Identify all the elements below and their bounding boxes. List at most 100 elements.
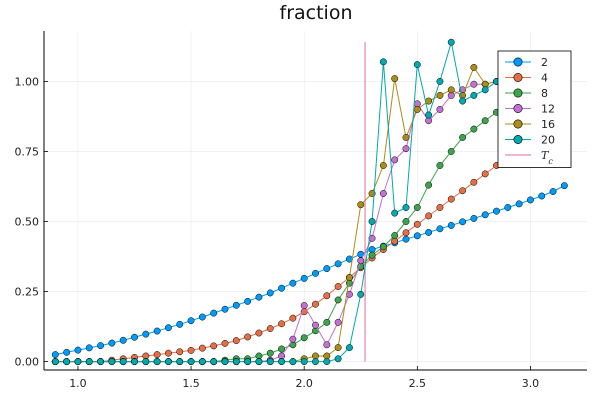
data-point — [379, 58, 387, 66]
y-tick-label: 0.25 — [15, 286, 40, 299]
data-point — [323, 358, 331, 366]
data-point — [232, 337, 240, 345]
legend-marker — [513, 73, 523, 83]
data-point — [402, 218, 410, 225]
data-point — [357, 290, 365, 298]
data-point — [142, 358, 150, 366]
data-point — [323, 341, 331, 349]
legend-label: 4 — [541, 72, 548, 85]
axes — [43, 31, 587, 371]
data-point — [164, 324, 172, 332]
data-point — [244, 297, 252, 305]
data-point — [187, 317, 195, 325]
data-point — [504, 204, 512, 211]
data-point — [425, 228, 433, 236]
data-point — [210, 342, 218, 350]
legend-marker — [513, 88, 523, 98]
data-point — [459, 134, 467, 141]
data-point — [176, 320, 184, 328]
data-point — [131, 333, 138, 341]
legend-label: 20 — [541, 134, 555, 147]
legend-label: 16 — [541, 118, 555, 131]
data-point — [538, 192, 546, 200]
data-point — [391, 75, 399, 83]
data-point — [289, 314, 297, 322]
legend-label: 12 — [541, 103, 555, 116]
data-point — [459, 218, 467, 226]
data-point — [334, 318, 342, 326]
data-point — [289, 358, 297, 366]
data-point — [413, 61, 421, 69]
data-point — [436, 105, 444, 113]
data-point — [413, 105, 421, 113]
data-point — [402, 235, 410, 243]
data-point — [300, 334, 308, 342]
data-point — [470, 63, 478, 71]
data-point — [436, 162, 444, 169]
data-point — [164, 349, 172, 357]
data-point — [142, 330, 150, 338]
data-point — [85, 358, 93, 366]
data-point — [459, 97, 467, 105]
data-point — [97, 342, 105, 350]
x-tick-label: 2.5 — [409, 377, 427, 390]
data-point — [334, 344, 342, 352]
data-point — [447, 148, 455, 155]
data-point — [368, 251, 376, 259]
data-point — [470, 178, 478, 186]
data-point — [97, 358, 105, 366]
x-tick-label: 1.0 — [69, 377, 87, 390]
data-point — [391, 156, 399, 164]
data-point — [425, 111, 433, 119]
data-point — [357, 201, 365, 209]
data-point — [413, 232, 421, 240]
data-point — [447, 38, 455, 46]
data-point — [255, 329, 263, 337]
series-4 — [51, 127, 568, 366]
data-point — [402, 229, 410, 237]
tick-labels: 1.0 1.5 2.0 2.5 3.0 0.00 0.25 0.50 0.75 1.00 — [15, 75, 540, 390]
data-point — [312, 269, 319, 277]
data-point — [221, 305, 229, 313]
data-point — [63, 348, 71, 356]
data-point — [289, 335, 297, 343]
x-tick-label: 2.0 — [295, 377, 313, 390]
data-point — [278, 345, 286, 353]
data-point — [425, 181, 433, 189]
data-point — [278, 358, 286, 366]
data-point — [198, 358, 206, 366]
data-point — [481, 170, 489, 178]
data-point — [108, 339, 116, 347]
data-point — [447, 195, 455, 203]
data-point — [198, 313, 206, 321]
data-point — [334, 355, 342, 363]
chart-title: fraction — [280, 2, 353, 24]
data-point — [176, 358, 184, 366]
y-tick-label: 1.00 — [15, 75, 40, 88]
legend-label-tc-subscript: c — [548, 157, 553, 166]
data-point — [402, 134, 410, 141]
data-point — [119, 336, 127, 344]
data-point — [470, 80, 478, 88]
data-point — [266, 349, 274, 357]
data-point — [300, 274, 308, 282]
legend-label: 2 — [541, 56, 548, 69]
data-point — [391, 232, 399, 239]
data-point — [108, 358, 116, 366]
data-point — [402, 145, 410, 153]
data-point — [221, 358, 229, 366]
data-point — [232, 358, 240, 366]
data-point — [300, 358, 308, 366]
data-point — [334, 283, 342, 290]
data-point — [436, 77, 444, 85]
data-point — [345, 344, 353, 352]
data-point — [198, 344, 206, 352]
series-line-20 — [55, 42, 565, 363]
data-point — [470, 125, 478, 133]
data-point — [391, 209, 399, 217]
data-point — [176, 348, 184, 356]
data-point — [368, 218, 376, 225]
x-tick-label: 3.0 — [522, 377, 540, 390]
data-point — [323, 292, 331, 300]
